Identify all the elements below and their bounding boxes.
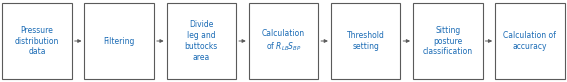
Text: Sitting
posture
classification: Sitting posture classification	[423, 26, 473, 56]
Text: Pressure
distribution
data: Pressure distribution data	[15, 26, 60, 56]
Bar	[249, 3, 318, 79]
Text: Threshold
setting: Threshold setting	[346, 31, 384, 51]
Bar	[84, 3, 154, 79]
Text: Filtering: Filtering	[104, 36, 135, 46]
Text: Calculation of
accuracy: Calculation of accuracy	[503, 31, 556, 51]
Text: Calculation
of $R_{LB}S_{BP}$: Calculation of $R_{LB}S_{BP}$	[262, 29, 305, 53]
Bar	[331, 3, 400, 79]
Bar	[167, 3, 236, 79]
Bar	[413, 3, 483, 79]
Text: Divide
leg and
buttocks
area: Divide leg and buttocks area	[185, 20, 218, 62]
Bar	[2, 3, 72, 79]
Bar	[495, 3, 565, 79]
